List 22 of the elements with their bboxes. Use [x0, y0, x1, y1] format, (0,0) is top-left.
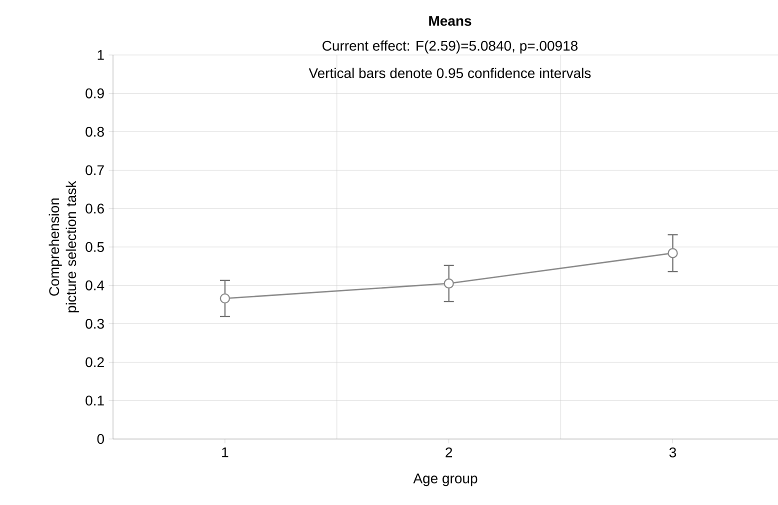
annotation: Vertical bars denote 0.95 confidence intervals [308, 68, 591, 78]
y-tick-label: 0.1 [86, 396, 104, 406]
y-tick-label: 0.2 [86, 357, 104, 368]
x-axis-title: Age group [413, 474, 478, 486]
x-tick-label: 2 [446, 447, 452, 458]
y-tick-label: 0 [97, 434, 104, 444]
y-tick-label: 0.9 [86, 88, 104, 98]
y-tick-label: 1 [98, 50, 104, 60]
y-tick-label: 0.7 [86, 165, 104, 176]
y-axis-title: Comprehension picture selection task [48, 180, 79, 312]
y-tick-label: 0.5 [86, 242, 104, 252]
x-tick-label: 3 [669, 447, 676, 458]
point [220, 293, 230, 304]
point [668, 248, 678, 258]
x-tick-label: 1 [222, 447, 228, 458]
y-tick-label: 0.6 [86, 204, 104, 214]
y-tick-label: 0.8 [86, 126, 104, 137]
point [444, 278, 454, 289]
y-tick-label: 0.4 [86, 280, 104, 290]
y-tick-label: 0.3 [86, 318, 104, 329]
chart-title: Means [429, 16, 472, 26]
chart-subtitle: Current effect: F(2.59)=5.0840, p=.00918 [322, 40, 578, 54]
